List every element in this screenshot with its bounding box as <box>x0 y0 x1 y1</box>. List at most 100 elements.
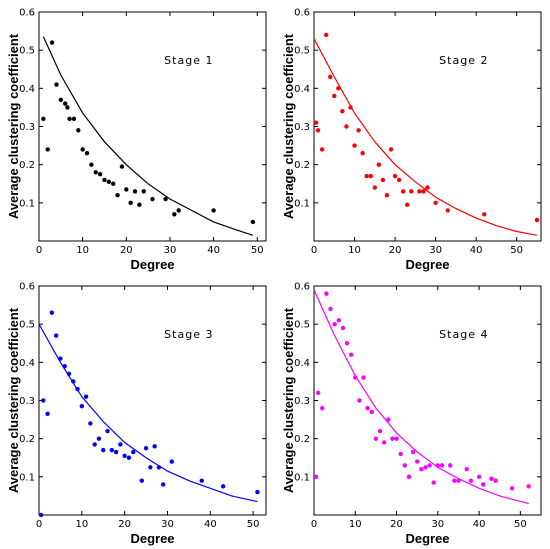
x-tick-label: 40 <box>204 519 217 530</box>
data-point <box>126 455 132 460</box>
x-tick-label: 0 <box>36 519 42 530</box>
y-tick-label: 0.4 <box>19 358 35 369</box>
data-point <box>106 179 112 185</box>
data-point <box>128 200 133 206</box>
data-point <box>396 177 402 183</box>
y-tick-label: 0.3 <box>19 396 35 407</box>
data-point <box>445 208 450 213</box>
data-point <box>83 394 89 399</box>
data-point <box>255 489 260 495</box>
data-point <box>369 409 374 415</box>
data-point <box>336 318 341 323</box>
data-point <box>332 321 337 327</box>
data-point <box>141 189 146 194</box>
data-point <box>435 463 441 468</box>
y-tick-label: 0.3 <box>294 396 310 407</box>
y-tick-label: 0.1 <box>19 472 35 483</box>
data-point <box>84 151 90 156</box>
data-point <box>62 363 67 369</box>
data-point <box>425 185 430 190</box>
data-point <box>388 147 394 152</box>
data-point <box>45 147 50 152</box>
data-point <box>448 463 453 468</box>
data-point <box>101 447 106 453</box>
data-point <box>49 40 55 45</box>
data-point <box>348 105 353 110</box>
data-point <box>421 189 426 194</box>
data-point <box>402 463 407 468</box>
data-point <box>105 428 110 434</box>
x-axis-title: Degree <box>405 257 449 272</box>
x-axis-title: Degree <box>130 257 174 272</box>
x-tick-label: 20 <box>390 519 403 530</box>
data-point <box>423 465 428 470</box>
x-tick-label: 40 <box>473 519 486 530</box>
x-tick-label: 30 <box>431 519 444 530</box>
data-point <box>220 484 226 489</box>
data-point <box>71 116 77 122</box>
data-point <box>384 193 390 198</box>
data-point <box>357 398 362 403</box>
data-point <box>493 478 498 483</box>
y-tick-label: 0.2 <box>294 160 310 171</box>
data-point <box>124 187 129 192</box>
data-point <box>328 306 333 312</box>
data-point <box>373 436 379 441</box>
y-tick-label: 0.3 <box>19 122 35 133</box>
y-tick-label: 0.6 <box>294 8 310 19</box>
data-point <box>169 459 174 464</box>
data-point <box>509 486 515 491</box>
fit-curve <box>313 38 538 236</box>
data-point <box>353 375 358 380</box>
y-tick-label: 0.5 <box>19 320 35 331</box>
data-point <box>405 202 410 207</box>
data-point <box>102 177 107 183</box>
data-point <box>148 465 153 470</box>
data-point <box>58 356 63 361</box>
data-point <box>172 212 177 217</box>
data-point <box>394 436 399 441</box>
x-tick-label: 0 <box>311 519 317 530</box>
x-tick-label: 50 <box>247 519 260 530</box>
x-tick-label: 20 <box>120 245 133 256</box>
y-tick-label: 0.4 <box>294 358 310 369</box>
stage-label: Stage 3 <box>164 328 213 341</box>
data-point <box>150 196 155 202</box>
data-point <box>122 453 127 459</box>
data-point <box>377 428 383 434</box>
data-point <box>250 219 256 225</box>
data-point <box>482 212 487 217</box>
chart-panel-stage-4: 0 10 20 30 40 50 0.1 0.2 0.3 0.4 0.5 0.6 Degree Avera… <box>275 274 550 549</box>
data-point <box>410 449 416 455</box>
data-point <box>372 185 378 190</box>
data-point <box>67 116 72 122</box>
y-tick-label: 0.6 <box>19 8 35 19</box>
data-point <box>319 147 325 152</box>
x-tick-label: 30 <box>161 519 174 530</box>
y-tick-label: 0.5 <box>294 46 310 57</box>
chart-panel-stage-1: 0 10 20 30 40 50 0.1 0.2 0.3 0.4 0.5 0.6 Degree Avera… <box>0 0 275 275</box>
data-point <box>79 404 85 409</box>
data-point <box>315 390 321 396</box>
data-point <box>340 109 345 114</box>
data-point <box>137 202 142 207</box>
data-point <box>96 436 102 441</box>
x-tick-label: 10 <box>349 519 362 530</box>
data-point <box>54 82 59 87</box>
plot-frame <box>38 11 267 242</box>
x-tick-label: 10 <box>348 245 361 256</box>
data-point <box>131 449 136 455</box>
x-tick-label: 50 <box>251 245 264 256</box>
x-tick-label: 50 <box>510 245 523 256</box>
data-point <box>92 442 97 447</box>
data-point <box>427 463 432 468</box>
data-point <box>390 436 395 441</box>
data-point <box>161 482 166 487</box>
data-point <box>113 449 119 455</box>
data-point <box>71 379 76 384</box>
chart-svg-stage-4: 0 10 20 30 40 50 0.1 0.2 0.3 0.4 0.5 0.6 Degree Avera… <box>281 282 542 546</box>
data-point <box>66 371 72 376</box>
y-tick-label: 0.6 <box>294 282 310 293</box>
y-axis-title: Average clustering coefficient <box>281 307 296 493</box>
y-axis-title: Average clustering coefficient <box>6 33 21 219</box>
